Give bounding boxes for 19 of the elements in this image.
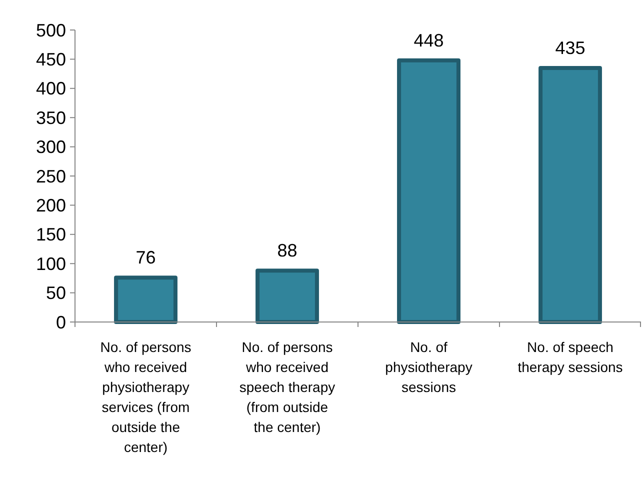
y-tick-label: 500 [36, 20, 66, 40]
x-tick-label: No. of speech therapy sessions [518, 339, 623, 375]
data-label: 448 [414, 30, 444, 50]
y-tick-label: 350 [36, 108, 66, 128]
y-tick-label: 200 [36, 196, 66, 216]
x-tick-label: No. of physiotherapy sessions [385, 339, 472, 395]
y-tick-label: 400 [36, 78, 66, 99]
y-tick-label: 250 [36, 166, 66, 186]
y-tick-label: 300 [36, 137, 66, 158]
x-tick-label: No. of persons who received physiotherapy services (from outside the center) [100, 339, 192, 455]
data-label: 88 [277, 240, 298, 261]
y-tick-label: 100 [36, 254, 66, 274]
y-tick-label: 150 [36, 224, 66, 245]
data-label: 76 [136, 248, 156, 268]
y-tick-label: 50 [46, 283, 66, 304]
y-tick-label: 450 [36, 50, 66, 70]
data-label: 435 [555, 38, 586, 58]
y-tick-label: 0 [56, 312, 66, 332]
x-tick-label: No. of persons who received speech therapy (from outside the center) [239, 339, 336, 435]
